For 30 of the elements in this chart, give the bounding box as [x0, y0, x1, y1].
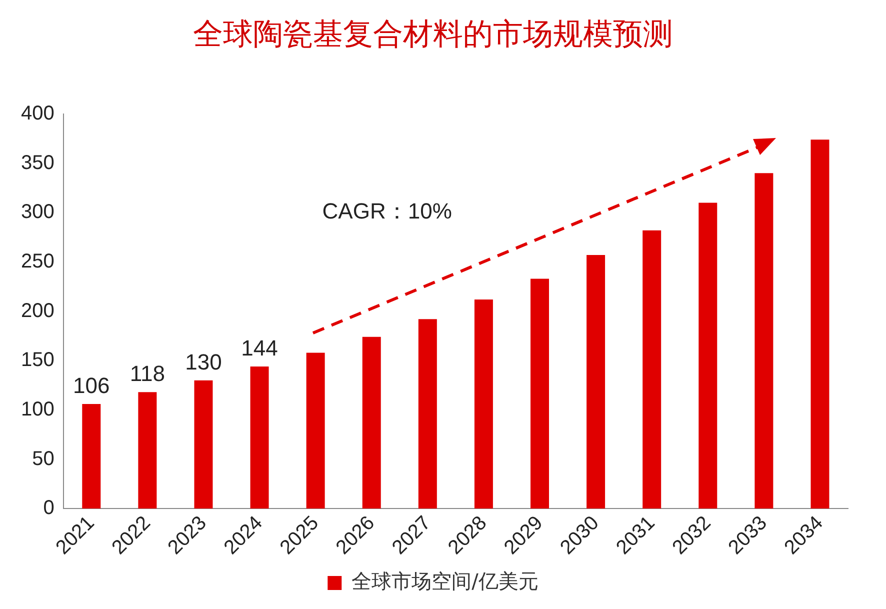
y-tick-label: 300	[20, 201, 54, 224]
y-tick-label: 250	[20, 250, 54, 272]
bar	[474, 299, 493, 509]
bar	[530, 278, 549, 509]
y-tick-label: 100	[20, 398, 54, 420]
data-label: 144	[241, 336, 278, 361]
bar	[418, 319, 437, 509]
annotation: CAGR：10%	[322, 198, 452, 224]
bar	[754, 173, 774, 509]
bar	[194, 380, 213, 509]
data-label: 118	[130, 361, 165, 386]
bar	[138, 392, 157, 509]
bar	[362, 336, 381, 509]
y-tick-label: 50	[32, 448, 54, 470]
y-tick-label: 0	[43, 497, 54, 520]
data-label: 130	[185, 349, 222, 374]
bar	[250, 366, 269, 509]
data-label: 106	[73, 373, 110, 398]
chart-title: 全球陶瓷基复合材料的市场规模预测	[193, 16, 673, 52]
bar	[810, 140, 830, 509]
bar	[642, 230, 662, 509]
y-tick-label: 150	[20, 349, 54, 372]
bar	[586, 255, 606, 509]
legend-label: 全球市场空间/亿美元	[352, 569, 538, 594]
bar	[306, 352, 325, 509]
y-tick-label: 350	[20, 152, 54, 174]
bar	[698, 202, 718, 509]
y-tick-label: 200	[20, 300, 54, 322]
y-tick-label: 400	[20, 102, 54, 125]
bar	[82, 404, 101, 509]
